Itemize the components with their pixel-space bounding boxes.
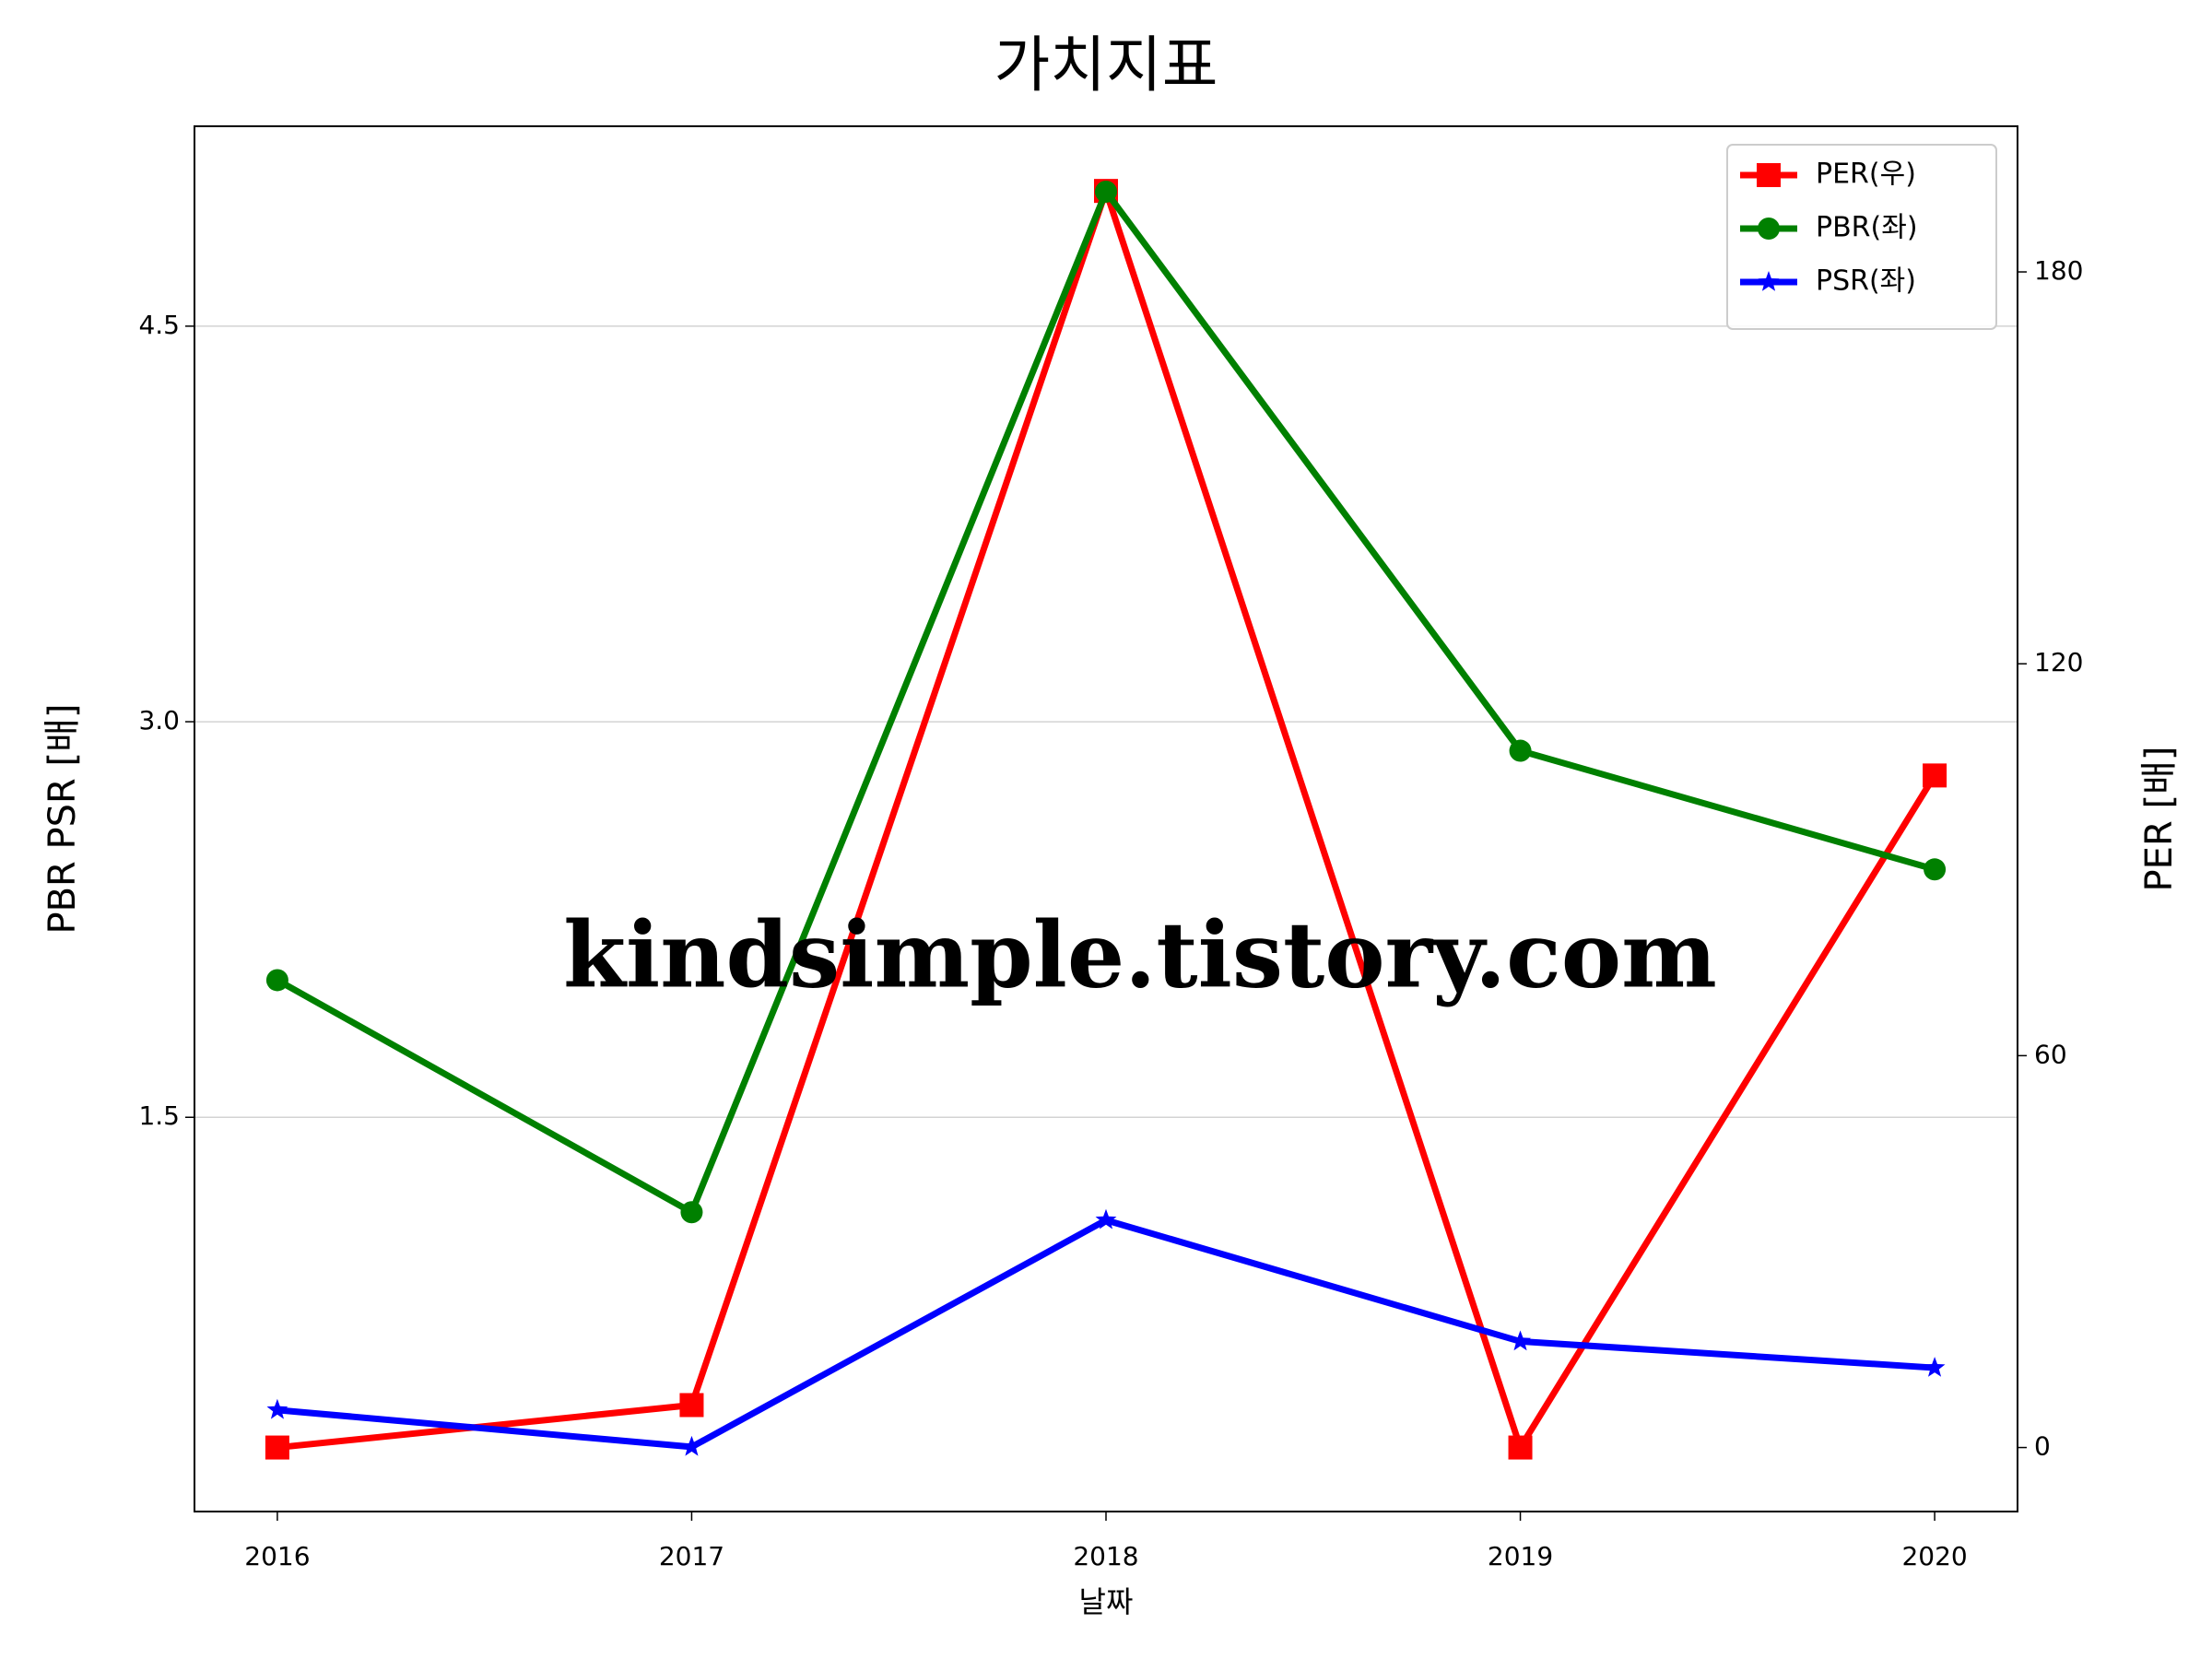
marker — [266, 1398, 288, 1419]
marker — [1923, 763, 1947, 788]
marker — [265, 1435, 289, 1460]
chart-title: 가치지표 — [994, 29, 1218, 100]
y2-tick-label: 0 — [2034, 1431, 2051, 1462]
y2-axis-label: PER [배] — [2138, 747, 2181, 892]
y-tick-label: 4.5 — [138, 310, 180, 340]
marker — [1095, 1208, 1117, 1230]
legend-label: PSR(좌) — [1816, 265, 1916, 298]
watermark: kindsimple.tistory.com — [563, 902, 1717, 1008]
legend-label: PER(우) — [1816, 159, 1916, 191]
y2-tick-label: 180 — [2034, 255, 2083, 286]
marker — [1924, 858, 1947, 881]
marker — [1758, 218, 1780, 240]
marker — [265, 969, 288, 992]
x-tick-label: 2020 — [1901, 1541, 1967, 1571]
marker — [680, 1201, 703, 1224]
marker — [1509, 739, 1532, 762]
x-tick-label: 2017 — [659, 1541, 724, 1571]
y-tick-label: 1.5 — [138, 1100, 180, 1131]
y2-tick-label: 120 — [2034, 647, 2083, 677]
x-tick-label: 2019 — [1488, 1541, 1553, 1571]
plot-frame — [194, 125, 2018, 1512]
marker — [681, 1435, 702, 1456]
marker — [1757, 163, 1781, 187]
marker — [1924, 1357, 1946, 1377]
legend-label: PBR(좌) — [1816, 212, 1918, 244]
x-axis-label: 날짜 — [1079, 1584, 1134, 1619]
y-axis-label: PBR PSR [배] — [41, 703, 84, 934]
x-tick-label: 2018 — [1073, 1541, 1138, 1571]
x-tick-label: 2016 — [244, 1541, 310, 1571]
y2-tick-label: 60 — [2034, 1039, 2067, 1069]
y-tick-label: 3.0 — [138, 705, 180, 735]
marker — [679, 1393, 704, 1418]
marker — [1508, 1435, 1533, 1460]
legend: PER(우) PBR(좌) PSR(좌) — [1726, 144, 1997, 330]
marker — [1758, 271, 1780, 291]
marker — [1095, 180, 1117, 203]
marker — [1510, 1330, 1531, 1351]
